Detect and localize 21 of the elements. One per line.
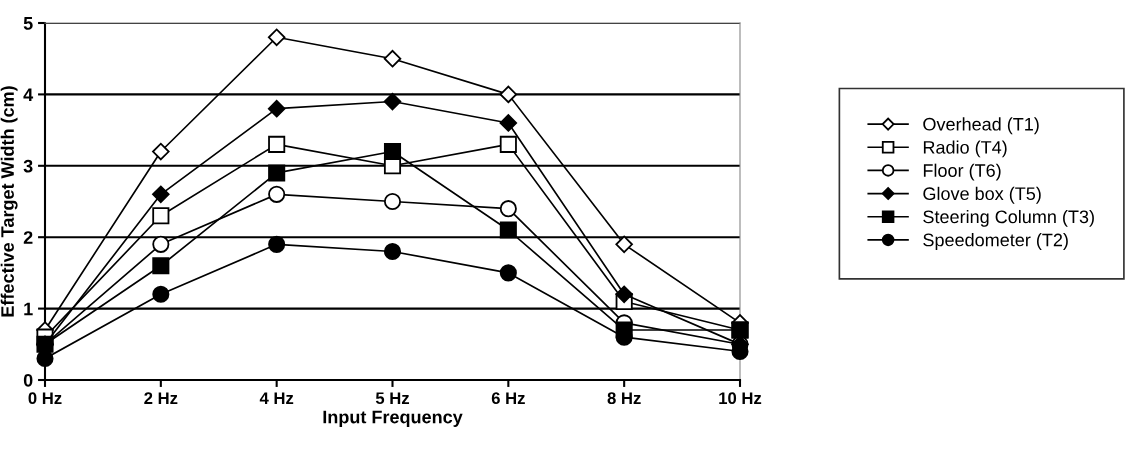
legend-label: Steering Column (T3) (923, 209, 1094, 227)
y-axis-title: Effective Target Width (cm) (0, 86, 18, 317)
y-tick-label: 1 (24, 302, 33, 316)
y-tick-label: 2 (23, 231, 33, 244)
y-tick-label: 0 (23, 373, 33, 387)
x-tick-label: 10 Hz (719, 392, 762, 405)
x-axis-title: Input Frequency (323, 410, 463, 427)
y-tick-label: 5 (23, 17, 33, 30)
legend-label: Floor (T6) (923, 163, 1001, 181)
y-tick-label: 4 (23, 88, 34, 101)
x-tick-label: 0 Hz (28, 392, 62, 405)
legend-label: Speedometer (T2) (923, 233, 1068, 250)
x-tick-label: 6 Hz (491, 392, 525, 405)
x-tick-label: 2 Hz (144, 392, 178, 404)
y-tick-label: 3 (23, 159, 33, 173)
legend-label: Overhead (T1) (923, 117, 1039, 135)
legend-label: Radio (T4) (923, 140, 1007, 158)
legend-label: Glove box (T5) (923, 186, 1041, 204)
x-tick-label: 5 Hz (375, 392, 410, 405)
x-tick-label: 8 Hz (607, 392, 641, 405)
x-tick-label: 4 Hz (259, 392, 294, 404)
